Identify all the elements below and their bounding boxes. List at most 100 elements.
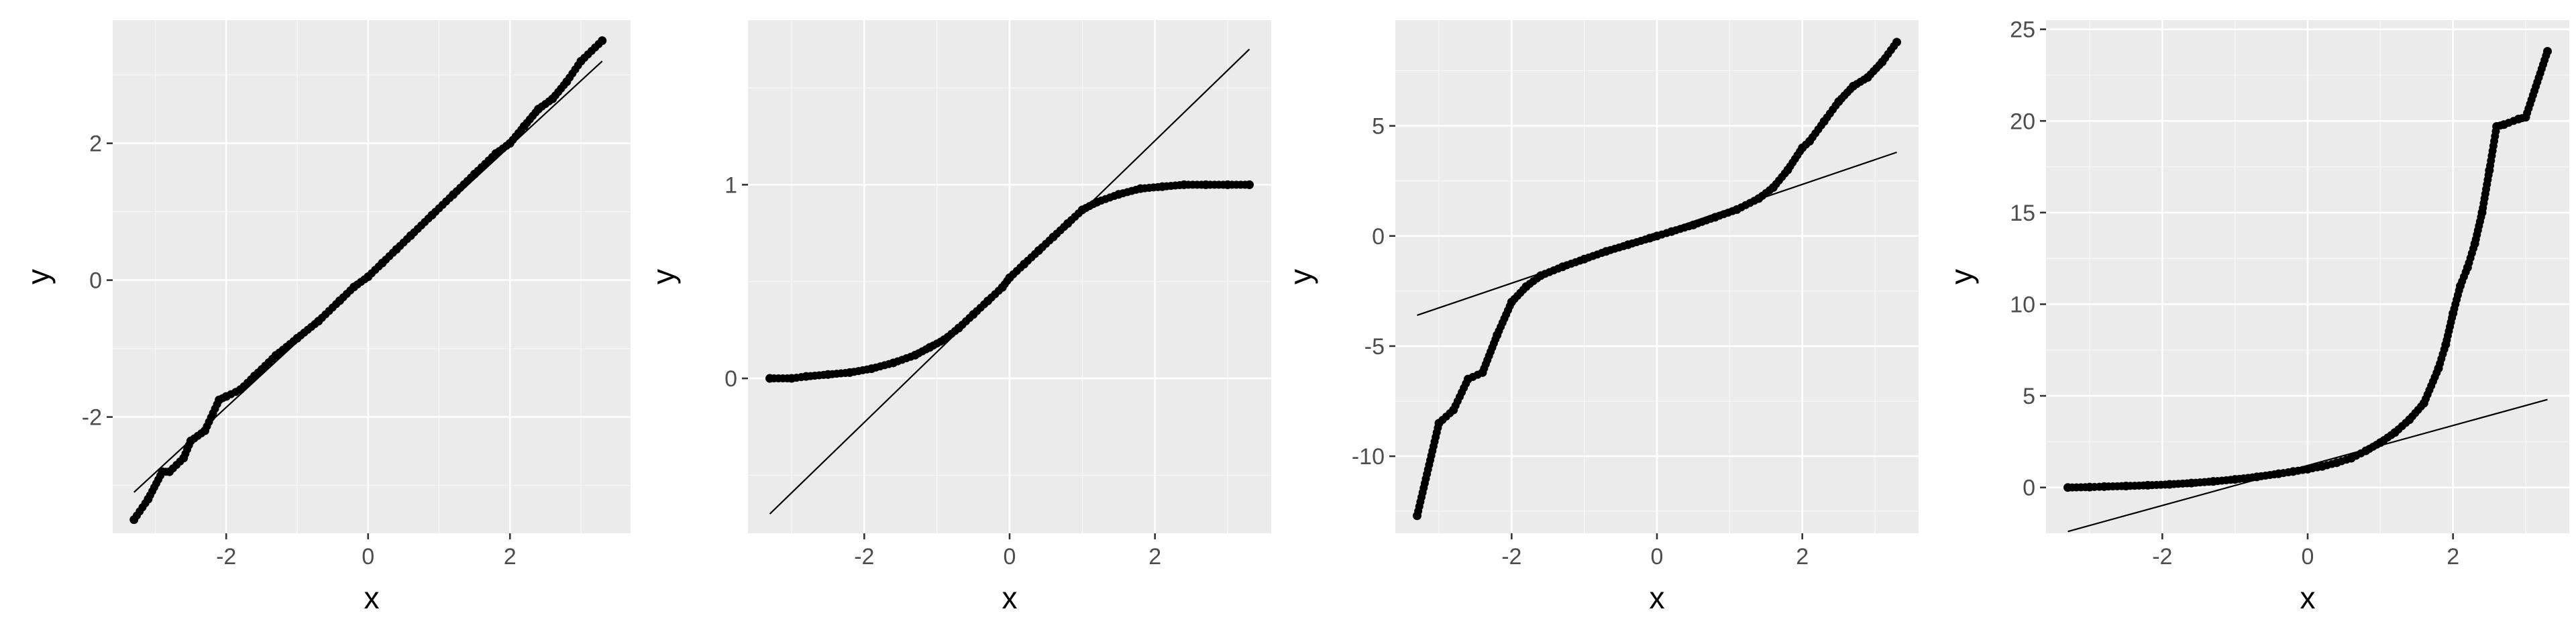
panel-4-y-tick-label: 10 [2010,292,2035,317]
panel-1-data-point [215,395,224,405]
panel-4-data-point [2274,469,2284,478]
panel-4-data-point [2288,467,2298,476]
panel-2-x-tick-label: -2 [854,544,874,570]
panel-2-y-tick-label: 1 [724,172,737,198]
panel-1: -2 0 2 -2 0 2 x y [21,20,631,615]
panel-2-data-point [1005,273,1014,282]
panel-4-data-point [2521,113,2530,122]
panel-2-series [765,180,1254,383]
panel-4-data-point [2231,475,2240,484]
panel-1-y-tick-label: -2 [82,405,102,431]
panel-3-data-point [1878,57,1887,66]
panel-3-data-point [1580,254,1589,264]
panel-4-data-point [2318,462,2327,471]
panel-3-data-point [1434,419,1444,428]
panel-4-data-point [2303,464,2312,474]
panel-4-data-point [2485,166,2494,175]
panel-1-data-point [350,282,359,292]
panel-4-data-point [2500,120,2508,129]
panel-1-data-point [158,467,167,476]
panel-3-data-point [1645,233,1654,243]
panel-2-data-point [1136,184,1145,193]
panel-1-data-point [392,245,401,254]
panel-4-y-tick-label: 5 [2023,384,2035,409]
panel-3-data-point [1849,81,1858,91]
panel-1-series [129,36,607,525]
panel-4-data-point [2375,438,2385,447]
panel-4-data-point [2470,239,2479,248]
panel-3-data-point [1413,511,1421,521]
panel-3-data-point [1805,137,1814,146]
panel-1-data-point [235,385,245,394]
panel-1-data-point [292,333,302,343]
panel-4-x-axis-title: x [2300,580,2316,615]
panel-4-data-point [2165,480,2174,489]
panel-4-y-axis-title: y [1944,269,1979,284]
panel-2-data-point [940,335,949,344]
panel-3-data-point [1463,374,1472,384]
panel-3-x-tick-label: 2 [1796,544,1809,570]
panel-2-y-tick-label: 0 [724,366,737,392]
panel-1-data-point [378,258,387,268]
panel-1-data-point [427,211,437,220]
panel-1-data-point [576,56,586,66]
panel-4-data-point [2361,446,2371,455]
panel-3-data-point [1478,368,1487,377]
panel-1-data-point [144,494,153,504]
panel-4-data-point [2543,46,2552,56]
panel-2-data-point [910,350,920,360]
panel-2-data-point [1114,190,1123,199]
panel-4-data-point [2514,115,2523,124]
panel-1-x-axis-title: x [364,580,380,615]
panel-3-data-point [1863,72,1872,82]
panel-3-y-tick-label: 5 [1372,114,1385,140]
panel-2-x-axis-title: x [1002,580,1018,615]
panel-1-data-point [519,121,529,131]
panel-3-data-point [1819,117,1829,126]
panel-1-data-point [598,36,607,46]
panel-4-data-point [2405,415,2414,425]
panel-2-data-point [1034,246,1043,256]
panel-1-data-point [335,296,344,305]
panel-2-data-point [1245,180,1254,189]
panel-2-data-point [889,358,898,368]
panel-3-data-point [1754,194,1764,203]
panel-4-data-point [2347,453,2356,463]
panel-3-data-point [1601,247,1611,256]
panel-4-data-point [2187,478,2196,488]
panel-3-x-tick-label: 0 [1651,544,1664,570]
panel-3-data-point [1652,231,1662,241]
panel-2-data-point [802,372,811,381]
panel-3-data-point [1493,331,1502,340]
panel-1-data-point [179,453,189,463]
panel-4-data-point [2492,121,2502,131]
panel-4-data-point [2477,208,2487,217]
panel-3-x-tick-label: -2 [1501,544,1521,570]
panel-1-data-point [250,371,260,380]
panel-3-series [1413,38,1901,521]
panel-2-data-point [787,374,796,383]
panel-1-data-point [271,351,280,360]
panel-1-data-point [364,272,373,281]
panel-4-y-tick-label: 15 [2010,201,2035,226]
panel-3-data-point [1688,220,1698,229]
panel-3-data-point [1892,38,1901,47]
panel-4-data-point [2419,398,2428,408]
panel-2-data-point [1020,260,1029,269]
panel-4-data-point [2456,281,2465,290]
panel-3-x-axis-title: x [1650,580,1665,615]
panel-3-data-point [1768,183,1778,193]
panel-1-x-tick-label: 2 [504,544,517,570]
panel-4-series [2063,46,2552,492]
panel-4-data-point [2252,472,2261,482]
panel-3-data-point [1521,282,1531,291]
panel-2-data-point [867,364,876,374]
panel-3-y-axis-title: y [1283,269,1318,284]
panel-3: -2 0 2 -10 -5 0 5 x y [1283,20,1919,615]
panel-4-data-point [2063,483,2072,492]
panel-4-data-point [2208,477,2218,486]
panel-2-y-axis-title: y [646,269,681,284]
panel-1-data-point [562,77,572,87]
